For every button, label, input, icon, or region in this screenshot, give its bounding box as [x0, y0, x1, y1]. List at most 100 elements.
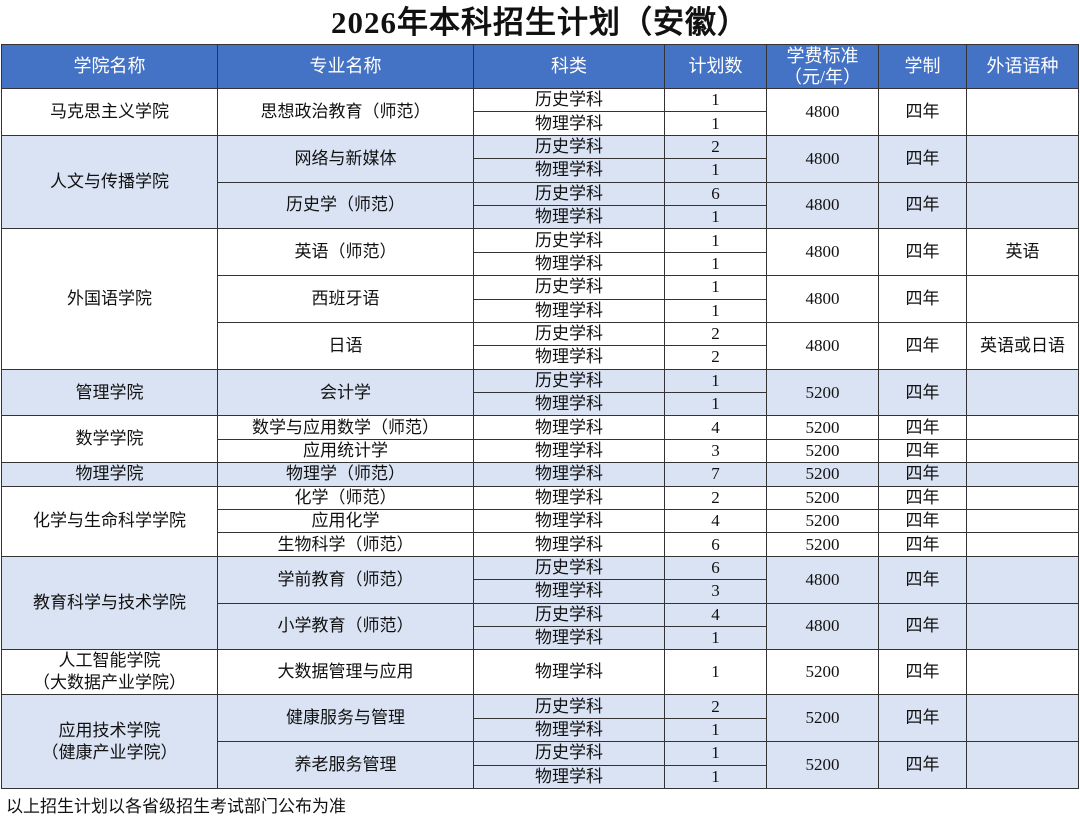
table-row: 物理学院 物理学（师范） 物理学科 7 5200 四年 [1, 462, 1079, 487]
college-cell: 数学学院 [1, 415, 218, 464]
table-row: 物理学科 1 [2, 251, 1079, 277]
table-row: 物理学科 1 [2, 764, 1079, 789]
count-cell: 1 [664, 158, 767, 183]
text-line: 人工智能学院 [58, 651, 161, 671]
college-cell: 人工智能学院 （大数据产业学院） [1, 649, 218, 696]
table-row: 管理学院 会计学 历史学科 1 5200 四年 [1, 368, 1079, 417]
count-cell: 7 [664, 462, 767, 487]
table-row: 西班牙语 历史学科 1 4800 四年 [2, 275, 1079, 323]
major-cell: 健康服务与管理 [217, 694, 474, 743]
header-cell: 学院名称 [1, 44, 218, 89]
language-cell [966, 462, 1079, 487]
subject-cell: 物理学科 [473, 204, 665, 230]
subject-cell: 物理学科 [473, 158, 665, 183]
text-line: 化学与生命科学学院 [33, 511, 186, 531]
tuition-cell: 4800 [766, 602, 879, 651]
duration-cell: 四年 [878, 509, 967, 534]
tuition-cell: 4800 [766, 555, 879, 604]
count-cell: 1 [664, 717, 767, 743]
count-cell: 4 [664, 602, 767, 627]
major-cell: 小学教育（师范） [217, 602, 474, 651]
language-cell: 英语 [966, 228, 1079, 277]
table-row: 应用统计学 物理学科 3 5200 四年 [2, 438, 1079, 464]
count-cell: 1 [664, 228, 767, 253]
plan-table: 学院名称 专业名称 科类 计划数 学费标准 （元/年） 学制 外语语种 马克思主义学院 思想政治… [1, 44, 1079, 789]
subject-cell: 物理学科 [473, 649, 665, 696]
duration-cell: 四年 [878, 485, 967, 511]
table-row: 物理学科 1 [2, 625, 1079, 651]
header-row: 学院名称 专业名称 科类 计划数 学费标准 （元/年） 学制 外语语种 [1, 44, 1079, 89]
text-line: 人文与传播学院 [50, 172, 169, 192]
text-line: 学费标准 [786, 45, 859, 66]
major-cell: 数学与应用数学（师范） [217, 415, 474, 440]
subject-cell: 历史学科 [473, 694, 665, 719]
count-cell: 1 [664, 392, 767, 417]
duration-cell: 四年 [878, 555, 967, 604]
table-row: 小学教育（师范） 历史学科 4 4800 四年 [2, 602, 1079, 651]
count-cell: 2 [664, 485, 767, 511]
subject-cell: 物理学科 [473, 298, 665, 323]
major-cell: 化学（师范） [217, 485, 474, 511]
table-row: 物理学科 1 [2, 111, 1079, 136]
duration-cell: 四年 [878, 649, 967, 696]
tuition-cell: 5200 [766, 438, 879, 464]
language-cell [966, 694, 1079, 743]
major-cell: 会计学 [217, 368, 474, 417]
table-row: 物理学科 2 [2, 345, 1079, 370]
count-cell: 2 [664, 321, 767, 347]
tuition-cell: 5200 [766, 741, 879, 789]
language-cell [966, 181, 1079, 230]
count-cell: 1 [664, 87, 767, 113]
table-row: 马克思主义学院 思想政治教育（师范） 历史学科 1 4800 四年 [1, 87, 1079, 136]
major-cell: 学前教育（师范） [217, 555, 474, 604]
tuition-cell: 4800 [766, 88, 879, 136]
text-line: （健康产业学院） [41, 742, 178, 762]
language-cell [966, 275, 1079, 323]
duration-cell: 四年 [878, 321, 967, 370]
major-cell: 西班牙语 [217, 275, 474, 323]
language-cell [966, 88, 1079, 136]
subject-cell: 物理学科 [473, 111, 665, 136]
table-row: 应用技术学院 （健康产业学院） 健康服务与管理 历史学科 2 5200 四年 [1, 694, 1079, 789]
subject-cell: 物理学科 [473, 251, 665, 277]
subject-cell: 物理学科 [473, 625, 665, 651]
subject-cell: 历史学科 [473, 741, 665, 766]
subject-cell: 物理学科 [473, 579, 665, 604]
college-cell: 化学与生命科学学院 [1, 485, 218, 557]
tuition-cell: 4800 [766, 181, 879, 230]
count-cell: 3 [664, 579, 767, 604]
subject-cell: 物理学科 [473, 392, 665, 417]
text-line: 教育科学与技术学院 [33, 593, 186, 613]
text-line: （元/年） [783, 66, 861, 87]
count-cell: 1 [664, 298, 767, 323]
table-row: 物理学科 3 [2, 579, 1079, 604]
tuition-cell: 5200 [766, 368, 879, 417]
table-row: 历史学（师范） 历史学科 6 4800 四年 [2, 181, 1079, 230]
table-row: 人文与传播学院 网络与新媒体 历史学科 2 4800 四年 [1, 134, 1079, 230]
subject-cell: 物理学科 [473, 532, 665, 557]
count-cell: 2 [664, 345, 767, 370]
major-cell: 历史学（师范） [217, 181, 474, 230]
table-row: 物理学科 1 [2, 298, 1079, 323]
header-cell: 学制 [878, 44, 967, 89]
subject-cell: 历史学科 [473, 181, 665, 206]
count-cell: 1 [664, 368, 767, 394]
table-row: 物理学科 1 [2, 717, 1079, 743]
duration-cell: 四年 [878, 462, 967, 487]
count-cell: 4 [664, 415, 767, 440]
count-cell: 6 [664, 555, 767, 581]
language-cell [966, 741, 1079, 789]
subject-cell: 物理学科 [473, 415, 665, 440]
tuition-cell: 4800 [766, 228, 879, 277]
tuition-cell: 5200 [766, 462, 879, 487]
college-cell: 管理学院 [1, 368, 218, 417]
college-cell: 外国语学院 [1, 228, 218, 370]
count-cell: 6 [664, 532, 767, 557]
count-cell: 1 [664, 204, 767, 230]
tuition-cell: 5200 [766, 649, 879, 696]
count-cell: 1 [664, 649, 767, 696]
major-cell: 生物科学（师范） [217, 532, 474, 557]
count-cell: 6 [664, 181, 767, 206]
subject-cell: 物理学科 [473, 345, 665, 370]
